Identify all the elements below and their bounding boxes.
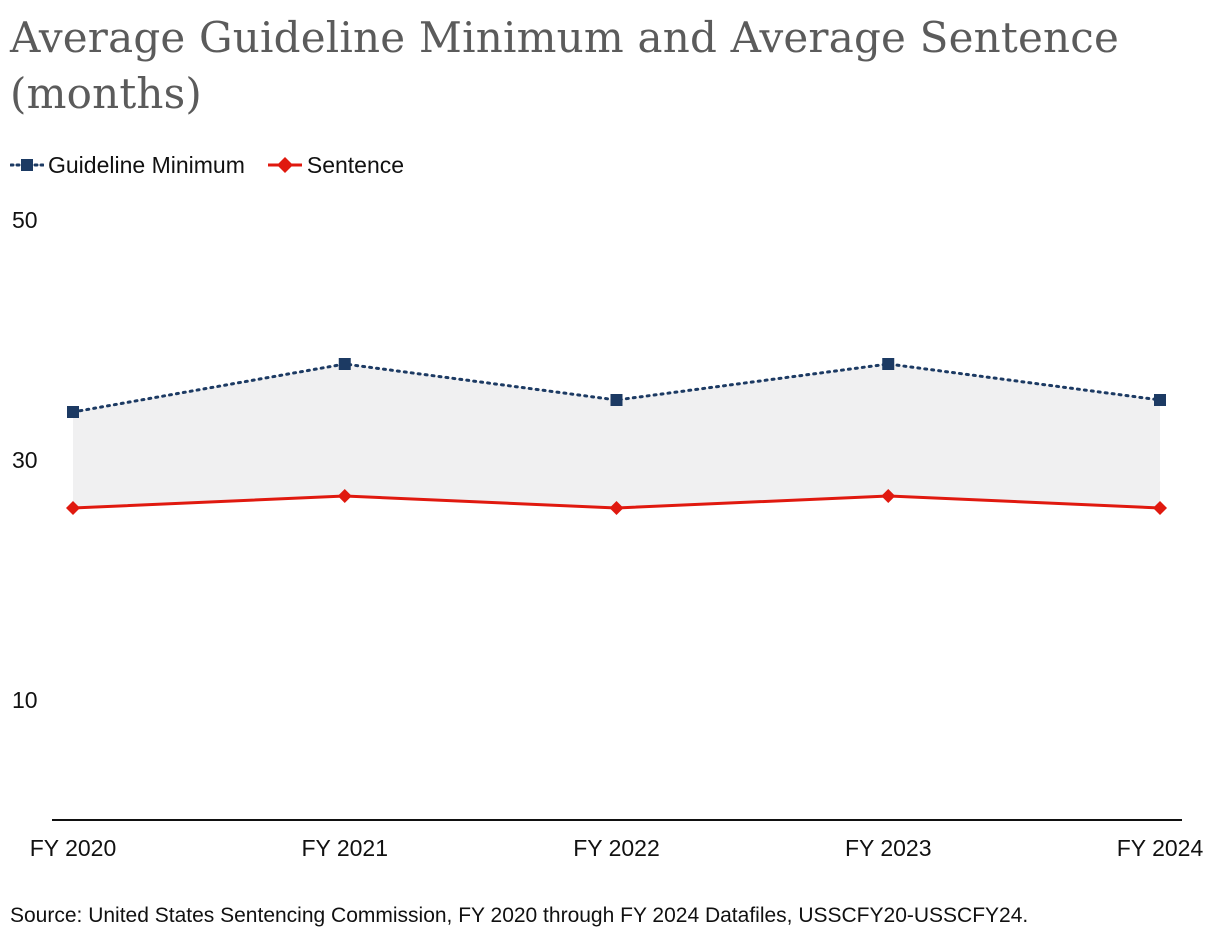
point-sentence-fy-2024 [1153,501,1167,515]
shaded-gap-area [73,364,1160,508]
x-tick-label-fy-2024: FY 2024 [1117,835,1204,861]
point-guideline-minimum-fy-2022 [610,394,623,406]
point-guideline-minimum-fy-2021 [338,358,351,370]
y-tick-label-50: 50 [12,207,38,233]
y-tick-label-30: 30 [12,447,38,473]
legend-item-guideline-minimum: Guideline Minimum [10,152,245,179]
x-tick-label-fy-2020: FY 2020 [30,835,117,861]
point-guideline-minimum-fy-2024 [1154,394,1166,406]
point-guideline-minimum-fy-2023 [882,358,895,370]
series-line-guideline-minimum [71,362,1162,414]
y-tick-label-10: 10 [12,687,38,713]
legend-item-sentence: Sentence [267,152,404,179]
x-tick-label-fy-2022: FY 2022 [573,835,660,861]
point-sentence-fy-2021 [337,489,352,503]
point-sentence-fy-2023 [881,489,896,503]
legend-marker-sentence [267,157,302,173]
point-guideline-minimum-fy-2020 [67,406,79,418]
x-tick-label-fy-2021: FY 2021 [301,835,388,861]
source-note: Source: United States Sentencing Commiss… [10,904,1029,927]
chart-legend: Guideline Minimum Sentence [10,148,404,182]
chart-title: Average Guideline Minimum and Average Se… [10,13,1120,118]
point-sentence-fy-2020 [66,501,80,515]
legend-label-guideline-minimum: Guideline Minimum [48,151,245,178]
point-sentence-fy-2022 [609,501,624,515]
x-tick-label-fy-2023: FY 2023 [845,835,932,861]
legend-label-sentence: Sentence [306,151,405,178]
legend-marker-guideline-minimum [10,159,44,171]
